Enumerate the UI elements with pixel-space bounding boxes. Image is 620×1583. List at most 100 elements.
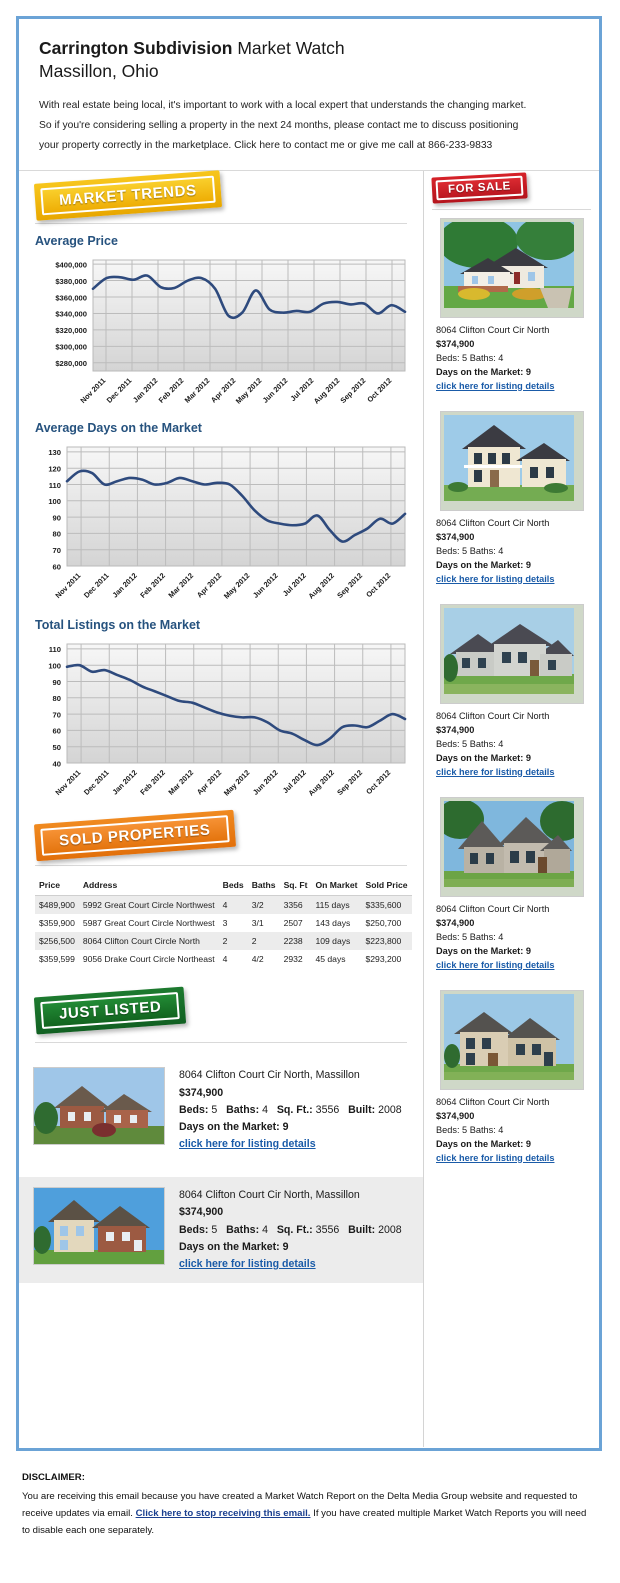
svg-text:Apr 2012: Apr 2012 — [209, 376, 237, 404]
svg-text:$280,000: $280,000 — [55, 359, 87, 368]
svg-text:Jun 2012: Jun 2012 — [251, 571, 280, 600]
listing-details-link[interactable]: click here for listing details — [436, 959, 555, 970]
cell-on-market: 143 days — [315, 918, 351, 929]
cell-address: 9056 Drake Court Circle Northeast — [82, 954, 215, 965]
svg-text:Feb 2012: Feb 2012 — [138, 571, 167, 600]
svg-text:$380,000: $380,000 — [55, 277, 87, 286]
svg-text:Sep 2012: Sep 2012 — [335, 571, 364, 600]
listing-photo[interactable] — [33, 1067, 165, 1146]
just-listed-label: JUST LISTED — [40, 992, 181, 1030]
house-white-cottage-trees-photo — [443, 222, 580, 309]
cell-beds: 4 — [222, 900, 228, 911]
cell-baths: 4/2 — [251, 954, 264, 965]
listing-specs: Beds: 5 Baths: 4 Sq. Ft.: 3556 Built: 20… — [179, 1222, 402, 1239]
svg-text:Oct 2012: Oct 2012 — [364, 571, 392, 599]
col-sqft: Sq. Ft — [279, 876, 312, 897]
unsubscribe-link[interactable]: Click here to stop receiving this email. — [135, 1507, 311, 1519]
svg-text:Jan 2012: Jan 2012 — [110, 571, 138, 599]
just-listed-item[interactable]: 8064 Clifton Court Cir North, Massillon … — [19, 1177, 423, 1283]
listing-details-link[interactable]: click here for listing details — [436, 1152, 555, 1163]
cell-beds: 3 — [222, 918, 228, 929]
listing-details-link[interactable]: click here for listing details — [436, 380, 555, 391]
listing-beds-baths: Beds: 5 Baths: 4 — [436, 738, 504, 749]
svg-text:Aug 2012: Aug 2012 — [306, 571, 336, 601]
listing-photo[interactable] — [439, 218, 584, 319]
sqft-value: 3556 — [315, 1223, 340, 1236]
divider — [35, 1042, 407, 1044]
intro-paragraph: With real estate being local, it's impor… — [39, 96, 579, 156]
svg-text:60: 60 — [53, 727, 61, 736]
svg-text:110: 110 — [49, 481, 61, 490]
listing-photo[interactable] — [439, 990, 584, 1091]
cell-sqft: 2932 — [283, 954, 303, 965]
col-address: Address — [78, 876, 219, 897]
cell-baths: 3/2 — [251, 900, 264, 911]
svg-text:Dec 2011: Dec 2011 — [82, 768, 111, 797]
listing-info: 8064 Clifton Court Cir North, Massillon … — [179, 1067, 402, 1153]
baths-value: 4 — [262, 1103, 268, 1116]
svg-text:Feb 2012: Feb 2012 — [138, 768, 167, 797]
svg-text:130: 130 — [48, 449, 61, 458]
svg-text:50: 50 — [53, 743, 61, 752]
sold-properties-table: Price Address Beds Baths Sq. Ft On Marke… — [35, 876, 412, 968]
listing-photo[interactable] — [439, 604, 584, 705]
just-listed-header: JUST LISTED — [19, 986, 423, 1042]
intro-line-2: So if you're considering selling a prope… — [39, 120, 519, 132]
svg-text:Feb 2012: Feb 2012 — [157, 376, 186, 405]
beds-value: 5 — [211, 1103, 218, 1116]
for-sale-ribbon: FOR SALE — [431, 172, 528, 205]
listing-address: 8064 Clifton Court Cir North, Massillon — [179, 1189, 360, 1202]
sold-properties-header: SOLD PROPERTIES — [19, 810, 423, 865]
for-sale-card[interactable]: 8064 Clifton Court Cir North $374,900 Be… — [432, 210, 591, 393]
listing-details-link[interactable]: click here for listing details — [436, 573, 555, 584]
house-cream-farmhouse-photo — [443, 415, 574, 502]
divider — [35, 865, 407, 867]
listing-details-link[interactable]: click here for listing details — [179, 1138, 316, 1151]
svg-text:$360,000: $360,000 — [55, 294, 87, 303]
listing-beds-baths: Beds: 5 Baths: 4 — [436, 1124, 504, 1135]
built-label: Built: — [348, 1103, 376, 1116]
listing-info: 8064 Clifton Court Cir North, Massillon … — [179, 1187, 402, 1273]
email-frame: Carrington Subdivision Market Watch Mass… — [16, 16, 602, 1451]
listing-photo[interactable] — [33, 1187, 165, 1266]
listing-photo[interactable] — [439, 411, 584, 512]
for-sale-label: FOR SALE — [435, 176, 524, 201]
for-sale-card[interactable]: 8064 Clifton Court Cir North $374,900 Be… — [432, 596, 591, 779]
listing-info: 8064 Clifton Court Cir North $374,900 Be… — [432, 903, 591, 972]
listing-days-on-market: Days on the Market: 9 — [436, 366, 531, 377]
svg-text:Aug 2012: Aug 2012 — [306, 768, 336, 798]
for-sale-card[interactable]: 8064 Clifton Court Cir North $374,900 Be… — [432, 982, 591, 1165]
svg-text:100: 100 — [48, 662, 61, 671]
svg-text:$400,000: $400,000 — [55, 261, 87, 270]
market-trends-ribbon: MARKET TRENDS — [33, 170, 222, 222]
cell-sqft: 2238 — [283, 936, 303, 947]
for-sale-header: FOR SALE — [424, 171, 599, 209]
cell-address: 5992 Great Court Circle Northwest — [82, 900, 215, 911]
for-sale-card[interactable]: 8064 Clifton Court Cir North $374,900 Be… — [432, 789, 591, 972]
svg-text:Nov 2011: Nov 2011 — [53, 768, 82, 797]
cell-sqft: 2507 — [283, 918, 303, 929]
page-subtitle: Massillon, Ohio — [39, 61, 159, 82]
beds-label: Beds: — [179, 1103, 209, 1116]
just-listed-item[interactable]: 8064 Clifton Court Cir North, Massillon … — [19, 1057, 423, 1163]
house-tan-two-story-photo — [443, 994, 574, 1081]
for-sale-card[interactable]: 8064 Clifton Court Cir North $374,900 Be… — [432, 403, 591, 586]
listing-address: 8064 Clifton Court Cir North — [436, 904, 550, 915]
svg-text:Sep 2012: Sep 2012 — [335, 768, 364, 797]
svg-text:Jan 2012: Jan 2012 — [131, 376, 159, 404]
chart-title-average-price: Average Price — [35, 234, 118, 249]
listing-details-link[interactable]: click here for listing details — [179, 1257, 316, 1270]
svg-text:May 2012: May 2012 — [222, 768, 252, 798]
sqft-label: Sq. Ft.: — [276, 1223, 313, 1236]
svg-text:Jul 2012: Jul 2012 — [281, 768, 308, 795]
cell-sold-price: $293,200 — [365, 954, 402, 965]
svg-text:Dec 2011: Dec 2011 — [82, 571, 111, 600]
total-listings-plot: 40 50 60 70 80 90 100 110 Nov 2011 Dec 2011 Jan 20… — [48, 643, 407, 798]
svg-text:70: 70 — [53, 711, 61, 720]
cell-on-market: 109 days — [315, 936, 351, 947]
listing-details-link[interactable]: click here for listing details — [436, 766, 555, 777]
col-baths: Baths — [247, 876, 280, 897]
listing-days-on-market: Days on the Market: 9 — [436, 559, 531, 570]
listing-address: 8064 Clifton Court Cir North — [436, 711, 550, 722]
listing-photo[interactable] — [439, 797, 584, 898]
